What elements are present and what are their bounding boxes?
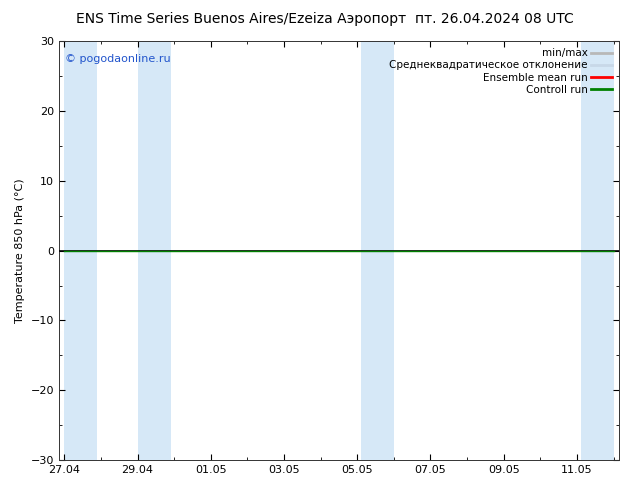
Text: ENS Time Series Buenos Aires/Ezeiza Аэропорт: ENS Time Series Buenos Aires/Ezeiza Аэро… bbox=[76, 12, 406, 26]
Bar bbox=[581, 41, 614, 460]
Legend: min/max, Среднеквадратическое отклонение, Ensemble mean run, Controll run: min/max, Среднеквадратическое отклонение… bbox=[387, 46, 614, 97]
Y-axis label: Temperature 850 hPa (°C): Temperature 850 hPa (°C) bbox=[15, 178, 25, 323]
Bar bbox=[138, 41, 171, 460]
Bar bbox=[361, 41, 394, 460]
Text: © pogodaonline.ru: © pogodaonline.ru bbox=[65, 53, 170, 64]
Bar bbox=[65, 41, 98, 460]
Text: пт. 26.04.2024 08 UTC: пт. 26.04.2024 08 UTC bbox=[415, 12, 574, 26]
